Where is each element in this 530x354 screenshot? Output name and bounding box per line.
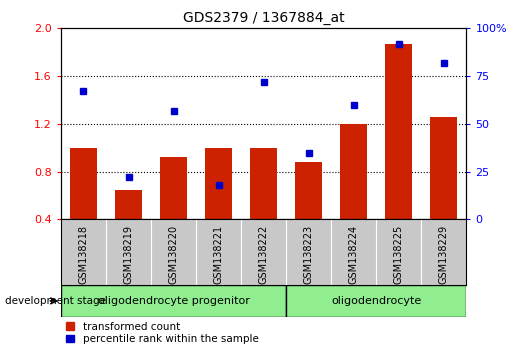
Bar [250,148,277,267]
Text: development stage: development stage [5,296,107,306]
Bar [430,117,457,267]
Legend: transformed count, percentile rank within the sample: transformed count, percentile rank withi… [66,322,259,344]
Text: GSM138224: GSM138224 [349,225,359,284]
Bar [340,124,367,267]
Bar [61,285,286,317]
Text: GSM138221: GSM138221 [214,225,224,284]
Text: GSM138222: GSM138222 [259,225,269,284]
Text: GSM138229: GSM138229 [439,225,449,284]
Bar [160,157,187,267]
Text: GSM138219: GSM138219 [123,225,134,284]
Text: GSM138223: GSM138223 [304,225,314,284]
Text: GSM138218: GSM138218 [78,225,89,284]
Bar [295,162,322,267]
Text: oligodendrocyte progenitor: oligodendrocyte progenitor [98,296,250,306]
Bar [115,190,142,267]
Bar [385,44,412,267]
Bar [205,148,232,267]
Text: GSM138220: GSM138220 [169,225,179,284]
Bar [70,148,97,267]
Bar [286,285,466,317]
Title: GDS2379 / 1367884_at: GDS2379 / 1367884_at [183,11,344,24]
Text: GSM138225: GSM138225 [394,225,404,284]
Text: oligodendrocyte: oligodendrocyte [331,296,421,306]
